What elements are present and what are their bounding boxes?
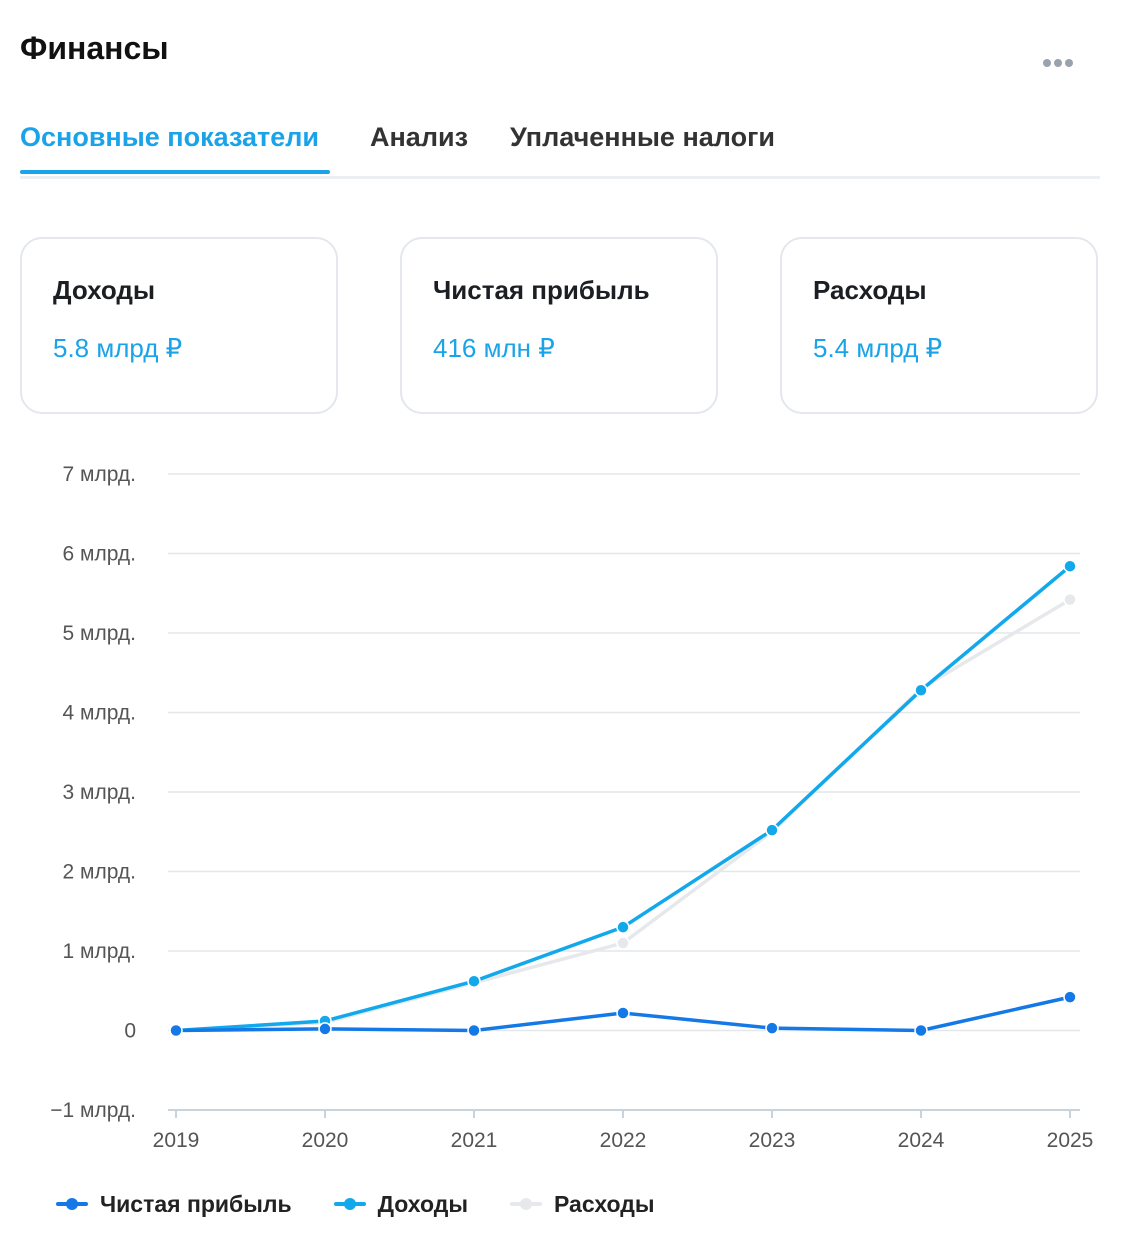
y-tick-label: 3 млрд. [63,781,137,804]
x-tick-label: 2021 [451,1129,498,1152]
legend-dot-icon [343,1198,356,1210]
x-tick-label: 2022 [600,1129,647,1152]
data-point [318,1022,332,1036]
income-value: 5.8 млрд ₽ [53,333,183,363]
expenses-card[interactable]: Расходы 5.4 млрд ₽ [780,237,1098,414]
more-dots-icon [1065,59,1073,67]
y-tick-label: 0 [124,1020,136,1043]
tab-bar: Основные показатели Анализ Уплаченные на… [20,112,1100,179]
income-card[interactable]: Доходы 5.8 млрд ₽ [20,237,338,414]
data-point [765,823,779,837]
legend-swatch-icon [510,1198,542,1210]
legend-dot-icon [520,1198,532,1210]
data-point [1063,990,1077,1004]
series-line [174,564,1072,1033]
legend-item[interactable]: Доходы [333,1190,468,1218]
page-title: Финансы [20,30,169,66]
legend-label: Расходы [554,1190,655,1217]
data-point [467,974,481,988]
data-point [169,1023,183,1038]
data-point [765,1021,779,1035]
expenses-value: 5.4 млрд ₽ [813,333,943,363]
net-profit-value: 416 млн ₽ [433,333,555,363]
tab-paid-taxes[interactable]: Уплаченные налоги [510,122,775,152]
expenses-label: Расходы [813,275,927,305]
data-point [467,1023,481,1038]
more-dots-icon [1054,59,1062,67]
net-profit-label: Чистая прибыль [433,275,650,305]
legend-swatch-icon [56,1198,88,1210]
y-tick-label: 2 млрд. [63,861,137,884]
y-tick-label: 6 млрд. [63,543,137,566]
series-line [174,597,1072,1033]
tab-main-indicators[interactable]: Основные показатели [20,122,320,152]
x-tick-label: 2025 [1047,1129,1094,1152]
data-point [616,920,630,934]
x-tick-label: 2024 [898,1129,945,1152]
finance-line-chart: 7 млрд. 6 млрд. 5 млрд. 4 млрд. 3 млрд. 2 млр… [50,463,1094,1152]
x-tick-label: 2020 [302,1129,349,1152]
legend-item[interactable]: Расходы [510,1191,655,1218]
y-tick-label: 1 млрд. [63,940,137,963]
net-profit-card[interactable]: Чистая прибыль 416 млн ₽ [400,237,718,414]
tab-analysis[interactable]: Анализ [370,122,468,152]
data-point [914,683,928,697]
data-point [616,936,630,950]
data-point [1063,592,1077,607]
x-tick-label: 2019 [153,1129,200,1152]
legend-label: Доходы [377,1190,468,1217]
data-point [1063,559,1077,573]
legend-swatch-icon [333,1198,366,1210]
chart-legend: Чистая прибыль Доходы Расходы [56,1188,655,1220]
income-label: Доходы [53,275,156,305]
y-tick-label: 4 млрд. [63,702,137,725]
legend-dot-icon [66,1198,78,1210]
active-tab-indicator [20,170,330,174]
legend-item[interactable]: Чистая прибыль [56,1191,292,1218]
more-options-button[interactable] [1036,48,1080,78]
more-dots-icon [1043,59,1051,67]
y-tick-label: 7 млрд. [63,463,137,486]
y-tick-label: 5 млрд. [63,622,137,645]
y-tick-label: −1 млрд. [50,1099,136,1122]
data-point [616,1006,630,1020]
legend-label: Чистая прибыль [100,1190,292,1217]
data-point [914,1023,928,1038]
x-tick-label: 2023 [749,1129,796,1152]
